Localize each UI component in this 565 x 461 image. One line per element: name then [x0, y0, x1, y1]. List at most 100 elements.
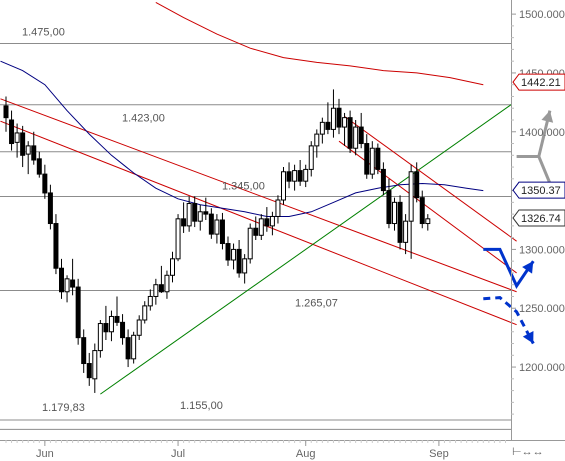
y-tick-label: 1500.000: [519, 9, 565, 21]
candle-body: [136, 319, 142, 336]
candle-body: [397, 201, 403, 243]
candle: [336, 98, 342, 135]
candle-body: [408, 171, 414, 222]
candle: [347, 110, 353, 153]
candle: [247, 223, 253, 264]
candle: [70, 258, 76, 296]
candle-body: [330, 107, 336, 130]
candle-body: [314, 133, 320, 147]
candle: [186, 196, 192, 232]
moving-average-ma-long: [155, 1, 484, 86]
candle-body: [64, 278, 70, 293]
candle-body: [303, 168, 309, 182]
scroll-controls-icon[interactable]: ⊢↔↔: [512, 446, 544, 458]
candle-body: [120, 321, 126, 339]
candle-body: [86, 363, 92, 379]
candle-body: [97, 323, 103, 352]
candle: [314, 129, 320, 158]
candle: [342, 112, 348, 146]
low-annotation: 1.179,83: [42, 402, 85, 414]
candle: [42, 164, 48, 199]
candle-body: [192, 203, 198, 222]
candle: [392, 197, 397, 231]
candle: [25, 141, 31, 175]
candle: [353, 120, 359, 156]
candle-body: [253, 227, 259, 236]
scroll-controls[interactable]: ⊢↔↔: [512, 446, 544, 458]
candle: [269, 211, 275, 236]
price-tags: 1442.21 1350.37 1326.74: [512, 73, 565, 227]
candle-body: [31, 145, 37, 161]
candle-body: [308, 145, 314, 170]
level-label: 1.475,00: [22, 27, 65, 39]
candle: [303, 164, 309, 188]
candle-body: [153, 284, 159, 297]
x-tick-label: Aug: [296, 448, 316, 460]
candle: [358, 112, 364, 149]
candle-body: [403, 220, 409, 243]
level-label: 1.423,00: [122, 113, 165, 125]
candle: [231, 243, 237, 270]
candle-body: [369, 147, 375, 175]
candle-body: [36, 158, 42, 175]
candle-body: [325, 121, 331, 130]
candle-body: [414, 171, 420, 199]
candle: [81, 329, 87, 373]
candle: [364, 134, 370, 179]
candle: [414, 162, 420, 203]
candle-body: [419, 197, 425, 225]
price-tag-label: 1442.21: [521, 77, 561, 89]
candle: [147, 289, 153, 311]
price-tag: 1350.37: [512, 181, 565, 199]
candle-body: [25, 145, 31, 155]
candle: [219, 212, 225, 250]
price-tag: 1442.21: [512, 73, 565, 91]
candle: [403, 214, 409, 255]
candle: [208, 208, 214, 239]
candle-body: [53, 223, 59, 269]
candle-body: [225, 243, 231, 261]
candle-body: [203, 211, 209, 215]
candle-body: [20, 132, 26, 156]
candle: [397, 195, 403, 250]
level-label: 1.155,00: [180, 400, 223, 412]
candle-body: [208, 213, 214, 235]
candle-body: [242, 258, 248, 274]
y-tick-label: 1200.000: [519, 362, 565, 374]
candle-body: [114, 315, 120, 323]
candle-body: [197, 211, 203, 222]
projection-arrowhead-icon: [522, 261, 534, 274]
candle: [86, 352, 92, 386]
price-tag-box: [512, 181, 565, 199]
candle: [175, 214, 181, 262]
candle: [419, 190, 425, 229]
candle-body: [375, 147, 381, 170]
candle: [92, 343, 98, 393]
candle-body: [392, 201, 397, 225]
candle-body: [70, 279, 76, 288]
projection-blue-path-dashed: [483, 296, 535, 345]
candle-body: [286, 171, 292, 182]
price-tag-box: [512, 73, 565, 91]
candle: [425, 214, 431, 231]
candle: [158, 265, 164, 293]
candle: [3, 96, 9, 132]
candle-body: [247, 227, 253, 260]
candle-body: [386, 190, 392, 225]
candle: [214, 214, 220, 244]
candle: [236, 240, 242, 278]
projection-blue-path: [483, 247, 535, 289]
candle-body: [47, 192, 53, 225]
candle-body: [364, 143, 370, 175]
y-tick-label: 1300.000: [519, 244, 565, 256]
candle: [292, 164, 298, 191]
candle-body: [147, 295, 153, 307]
candle: [103, 305, 109, 340]
candle: [164, 270, 170, 299]
candle: [369, 141, 375, 179]
y-tick-label: 1400.000: [519, 127, 565, 139]
trendline-channel-upper: [344, 116, 517, 242]
candle-body: [342, 117, 348, 128]
candle-body: [103, 323, 109, 333]
